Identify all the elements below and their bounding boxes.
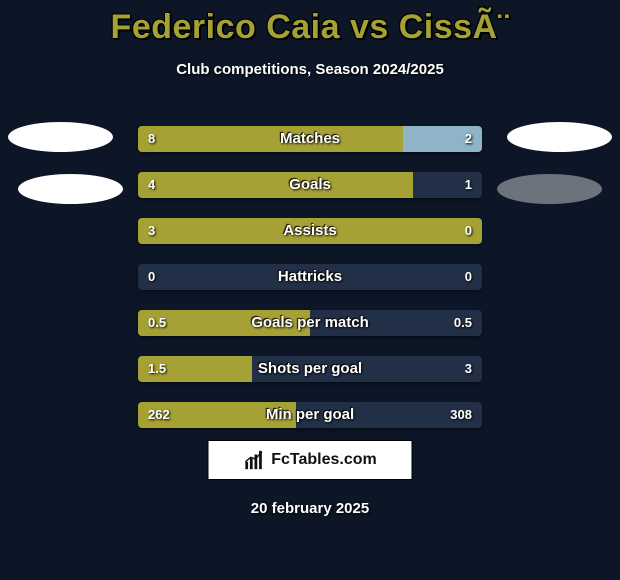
stat-label: Goals bbox=[138, 172, 482, 198]
stat-row: 82Matches bbox=[138, 126, 482, 152]
date-text: 20 february 2025 bbox=[0, 500, 620, 517]
stat-row: 0.50.5Goals per match bbox=[138, 310, 482, 336]
chart-icon bbox=[243, 449, 265, 471]
stat-row: 00Hattricks bbox=[138, 264, 482, 290]
player-left-avatar-placeholder-1 bbox=[8, 122, 113, 152]
stat-row: 30Assists bbox=[138, 218, 482, 244]
stat-row: 262308Min per goal bbox=[138, 402, 482, 428]
stat-label: Goals per match bbox=[138, 310, 482, 336]
stat-row: 41Goals bbox=[138, 172, 482, 198]
brand-text: FcTables.com bbox=[271, 451, 377, 469]
stat-label: Assists bbox=[138, 218, 482, 244]
player-right-avatar-placeholder-1 bbox=[507, 122, 612, 152]
stat-label: Matches bbox=[138, 126, 482, 152]
player-left-avatar-placeholder-2 bbox=[18, 174, 123, 204]
player-right-avatar-placeholder-2 bbox=[497, 174, 602, 204]
brand-footer: FcTables.com bbox=[208, 440, 413, 480]
stat-label: Hattricks bbox=[138, 264, 482, 290]
page-subtitle: Club competitions, Season 2024/2025 bbox=[0, 61, 620, 78]
comparison-bars: 82Matches 41Goals 30Assists 00Hattricks 0.50… bbox=[138, 126, 482, 448]
stat-row: 1.53Shots per goal bbox=[138, 356, 482, 382]
stat-label: Min per goal bbox=[138, 402, 482, 428]
page-title: Federico Caia vs CissÃ¨ bbox=[0, 0, 620, 47]
stat-label: Shots per goal bbox=[138, 356, 482, 382]
